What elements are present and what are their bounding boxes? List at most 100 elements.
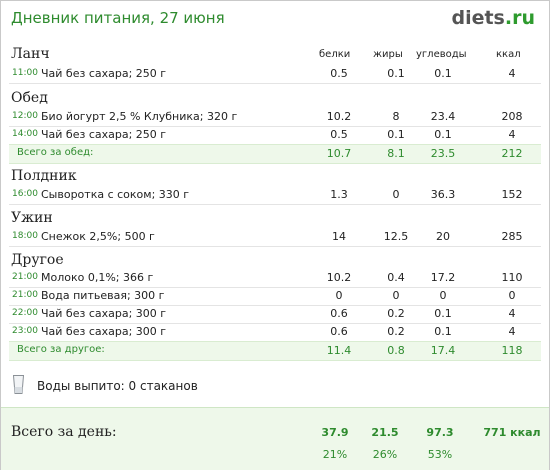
entry-protein: 0.5 [330,67,348,80]
table-row[interactable]: 11:00 Чай без сахара; 250 г 0.5 0.1 0.1 … [9,65,541,84]
entry-food: Био йогурт 2,5 % Клубника; 320 г [41,110,238,123]
entry-kcal: 4 [508,325,516,338]
meal-total-row: Всего за другое: 11.4 0.8 17.4 118 [9,341,541,361]
glass-icon [13,375,24,394]
entry-carbs: 0 [439,289,447,302]
entry-carbs: 17.2 [430,271,456,284]
table-row[interactable]: 14:00 Чай без сахара; 250 г 0.5 0.1 0.1 … [9,126,541,145]
entry-fat: 0.4 [387,271,405,284]
entry-fat: 0.1 [387,67,405,80]
col-header-carbs: углеводы [416,49,467,60]
entry-protein: 14 [332,230,346,243]
day-total-label: Всего за день: [11,424,117,440]
entry-protein: 0.6 [330,307,348,320]
header: Дневник питания, 27 июня diets.ru [1,1,549,35]
entry-food: Сыворотка с соком; 330 г [41,188,190,201]
day-total-carbs: 97.3 [426,426,454,439]
day-pct-protein: 21% [322,448,348,461]
entry-protein: 10.2 [326,110,352,123]
meal-title-lunch: Ланч [11,46,50,62]
day-total-kcal: 771 ккал [483,426,541,439]
entry-carbs: 0.1 [434,307,452,320]
entry-time: 21:00 [12,290,38,300]
entry-fat: 0.2 [387,307,405,320]
entry-food: Чай без сахара; 250 г [41,128,167,141]
entry-food: Чай без сахара; 300 г [41,307,167,320]
total-protein: 10.7 [326,147,352,160]
water-counter: Воды выпито: 0 стаканов [37,379,198,393]
col-header-kcal: ккал [496,49,521,60]
meal-total-label: Всего за обед: [17,147,94,158]
meal-title-other: Другое [11,252,64,268]
entry-carbs: 0.1 [434,67,452,80]
entry-fat: 0.2 [387,325,405,338]
entry-carbs: 0.1 [434,325,452,338]
meal-total-label: Всего за другое: [17,344,105,355]
entry-protein: 0.6 [330,325,348,338]
entry-carbs: 23.4 [430,110,456,123]
table-row[interactable]: 22:00 Чай без сахара; 300 г 0.6 0.2 0.1 … [9,305,541,324]
entry-kcal: 285 [501,230,523,243]
day-pct-carbs: 53% [427,448,453,461]
total-protein: 11.4 [326,344,352,357]
col-header-fat: жиры [373,49,403,60]
entry-kcal: 110 [501,271,523,284]
entry-kcal: 4 [508,67,516,80]
meal-total-row: Всего за обед: 10.7 8.1 23.5 212 [9,144,541,164]
entry-kcal: 4 [508,307,516,320]
entry-food: Чай без сахара; 250 г [41,67,167,80]
logo-tld: .ru [504,7,535,29]
entry-protein: 1.3 [330,188,348,201]
entry-fat: 0 [392,289,400,302]
entry-time: 22:00 [12,308,38,318]
col-header-protein: белки [319,49,351,60]
day-total-fat: 21.5 [371,426,399,439]
total-carbs: 17.4 [430,344,456,357]
table-row[interactable]: 12:00 Био йогурт 2,5 % Клубника; 320 г 1… [9,108,541,127]
day-total-panel: Всего за день: 37.9 21.5 97.3 771 ккал 2… [1,407,549,470]
entry-food: Чай без сахара; 300 г [41,325,167,338]
total-kcal: 118 [501,344,523,357]
entry-kcal: 4 [508,128,516,141]
entry-carbs: 36.3 [430,188,456,201]
meal-title-snack: Полдник [11,168,77,184]
entry-food: Вода питьевая; 300 г [41,289,165,302]
entry-time: 12:00 [12,111,38,121]
total-carbs: 23.5 [430,147,456,160]
entry-fat: 12.5 [383,230,409,243]
table-row[interactable]: 16:00 Сыворотка с соком; 330 г 1.3 0 36.… [9,186,541,205]
entry-time: 14:00 [12,129,38,139]
total-kcal: 212 [501,147,523,160]
entry-time: 23:00 [12,326,38,336]
table-row[interactable]: 23:00 Чай без сахара; 300 г 0.6 0.2 0.1 … [9,323,541,342]
entry-protein: 0 [335,289,343,302]
entry-kcal: 152 [501,188,523,201]
entry-kcal: 208 [501,110,523,123]
entry-time: 18:00 [12,231,38,241]
meal-title-supper: Ужин [11,210,53,226]
total-fat: 0.8 [387,344,405,357]
entry-protein: 10.2 [326,271,352,284]
meal-title-dinner: Обед [11,90,48,106]
entry-fat: 0 [392,188,400,201]
day-pct-fat: 26% [372,448,398,461]
table-row[interactable]: 21:00 Вода питьевая; 300 г 0 0 0 0 [9,287,541,306]
logo-main: diets [451,7,505,29]
day-total-protein: 37.9 [321,426,349,439]
table-row[interactable]: 18:00 Снежок 2,5%; 500 г 14 12.5 20 285 [9,228,541,247]
entry-food: Молоко 0,1%; 366 г [41,271,154,284]
entry-fat: 8 [392,110,400,123]
table-row[interactable]: 21:00 Молоко 0,1%; 366 г 10.2 0.4 17.2 1… [9,269,541,288]
total-fat: 8.1 [387,147,405,160]
entry-food: Снежок 2,5%; 500 г [41,230,155,243]
entry-protein: 0.5 [330,128,348,141]
entry-carbs: 20 [436,230,450,243]
entry-fat: 0.1 [387,128,405,141]
entry-carbs: 0.1 [434,128,452,141]
entry-time: 21:00 [12,272,38,282]
entry-time: 16:00 [12,189,38,199]
entry-kcal: 0 [508,289,516,302]
entry-time: 11:00 [12,68,38,78]
site-logo[interactable]: diets.ru [451,7,535,29]
